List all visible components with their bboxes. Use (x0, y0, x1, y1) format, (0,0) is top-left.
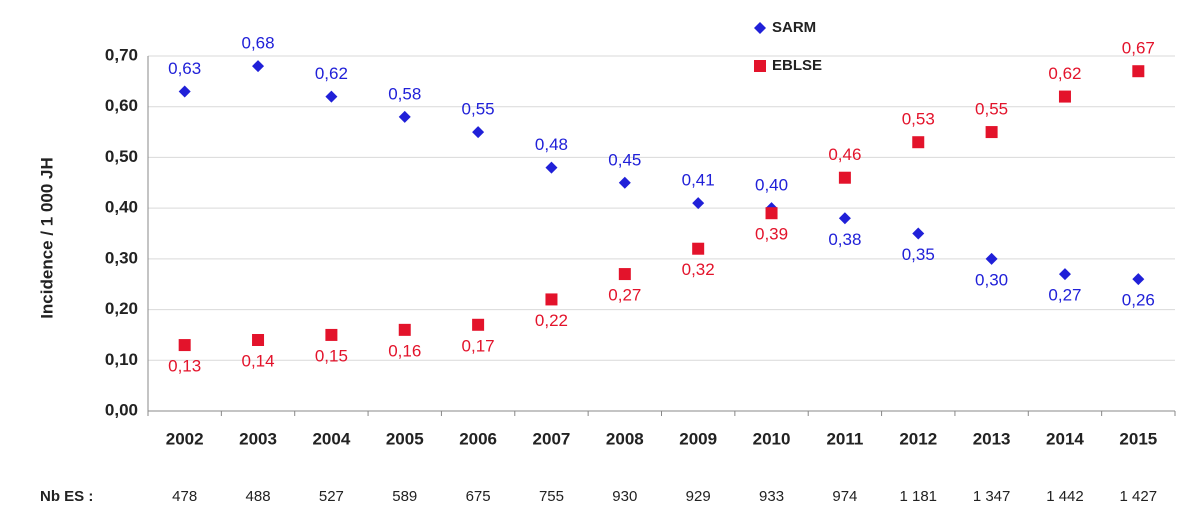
y-tick-label: 0,40 (105, 198, 138, 217)
legend-label: EBLSE (772, 57, 822, 74)
point (692, 197, 705, 210)
data-label: 0,68 (241, 34, 274, 53)
point (1132, 65, 1145, 78)
y-tick-label: 0,60 (105, 96, 138, 115)
data-label: 0,35 (902, 245, 935, 264)
point (1132, 273, 1145, 286)
data-label: 0,58 (388, 84, 421, 103)
data-label: 0,62 (315, 64, 348, 83)
nb-es-value: 1 442 (1046, 488, 1084, 505)
data-label: 0,14 (241, 351, 274, 370)
y-tick-label: 0,00 (105, 400, 138, 419)
data-label: 0,39 (755, 225, 788, 244)
x-tick-label: 2002 (166, 429, 204, 448)
data-label: 0,67 (1122, 39, 1155, 58)
y-tick-label: 0,70 (105, 45, 138, 64)
nb-es-value: 1 427 (1120, 488, 1158, 505)
x-tick-label: 2013 (973, 429, 1011, 448)
y-tick-label: 0,10 (105, 350, 138, 369)
nb-es-value: 1 347 (973, 488, 1011, 505)
x-tick-label: 2003 (239, 429, 277, 448)
x-tick-label: 2010 (753, 429, 791, 448)
x-tick-label: 2004 (312, 429, 350, 448)
point (545, 161, 558, 174)
point (178, 339, 191, 352)
point (838, 171, 851, 184)
point (1058, 90, 1071, 103)
data-label: 0,53 (902, 110, 935, 129)
data-label: 0,62 (1048, 64, 1081, 83)
legend-marker (754, 60, 766, 72)
data-label: 0,27 (1048, 286, 1081, 305)
point (178, 85, 191, 98)
y-axis-title: Incidence / 1 000 JH (37, 157, 56, 319)
point (252, 60, 265, 73)
point (325, 328, 338, 341)
x-tick-label: 2009 (679, 429, 717, 448)
x-tick-label: 2011 (826, 429, 863, 448)
data-label: 0,17 (462, 336, 495, 355)
point (985, 126, 998, 139)
data-label: 0,63 (168, 59, 201, 78)
data-label: 0,38 (828, 230, 861, 249)
point (838, 212, 851, 225)
point (1058, 268, 1071, 281)
data-label: 0,13 (168, 357, 201, 376)
data-label: 0,41 (682, 171, 715, 190)
x-tick-label: 2007 (533, 429, 571, 448)
point (472, 126, 485, 139)
point (692, 242, 705, 255)
data-label: 0,40 (755, 176, 788, 195)
nb-es-value: 527 (319, 488, 344, 505)
legend-label: SARM (772, 19, 816, 36)
point (912, 227, 925, 240)
point (765, 207, 778, 220)
data-label: 0,30 (975, 270, 1008, 289)
data-label: 0,48 (535, 135, 568, 154)
x-tick-label: 2015 (1119, 429, 1157, 448)
point (398, 110, 411, 123)
nb-es-value: 974 (832, 488, 857, 505)
legend-marker (754, 22, 766, 34)
point (618, 268, 631, 281)
data-label: 0,22 (535, 311, 568, 330)
nb-es-value: 1 181 (899, 488, 937, 505)
x-tick-label: 2012 (899, 429, 937, 448)
x-tick-label: 2006 (459, 429, 497, 448)
point (618, 176, 631, 189)
data-label: 0,45 (608, 150, 641, 169)
point (985, 252, 998, 265)
nb-es-value: 675 (466, 488, 491, 505)
point (912, 136, 925, 149)
point (325, 90, 338, 103)
point (472, 318, 485, 331)
data-label: 0,55 (462, 100, 495, 119)
nb-es-value: 930 (612, 488, 637, 505)
x-tick-label: 2014 (1046, 429, 1084, 448)
y-tick-label: 0,30 (105, 248, 138, 267)
x-tick-label: 2008 (606, 429, 644, 448)
data-label: 0,27 (608, 286, 641, 305)
nb-es-title: Nb ES : (40, 488, 93, 505)
nb-es-value: 929 (686, 488, 711, 505)
point (398, 323, 411, 336)
point (252, 334, 265, 346)
nb-es-value: 933 (759, 488, 784, 505)
x-tick-label: 2005 (386, 429, 424, 448)
data-label: 0,15 (315, 346, 348, 365)
nb-es-value: 589 (392, 488, 417, 505)
data-label: 0,16 (388, 341, 421, 360)
nb-es-value: 478 (172, 488, 197, 505)
y-tick-label: 0,50 (105, 147, 138, 166)
y-tick-label: 0,20 (105, 299, 138, 318)
data-label: 0,32 (682, 260, 715, 279)
data-label: 0,46 (828, 145, 861, 164)
nb-es-value: 755 (539, 488, 564, 505)
point (545, 293, 558, 306)
data-label: 0,26 (1122, 291, 1155, 310)
data-label: 0,55 (975, 100, 1008, 119)
nb-es-value: 488 (246, 488, 271, 505)
